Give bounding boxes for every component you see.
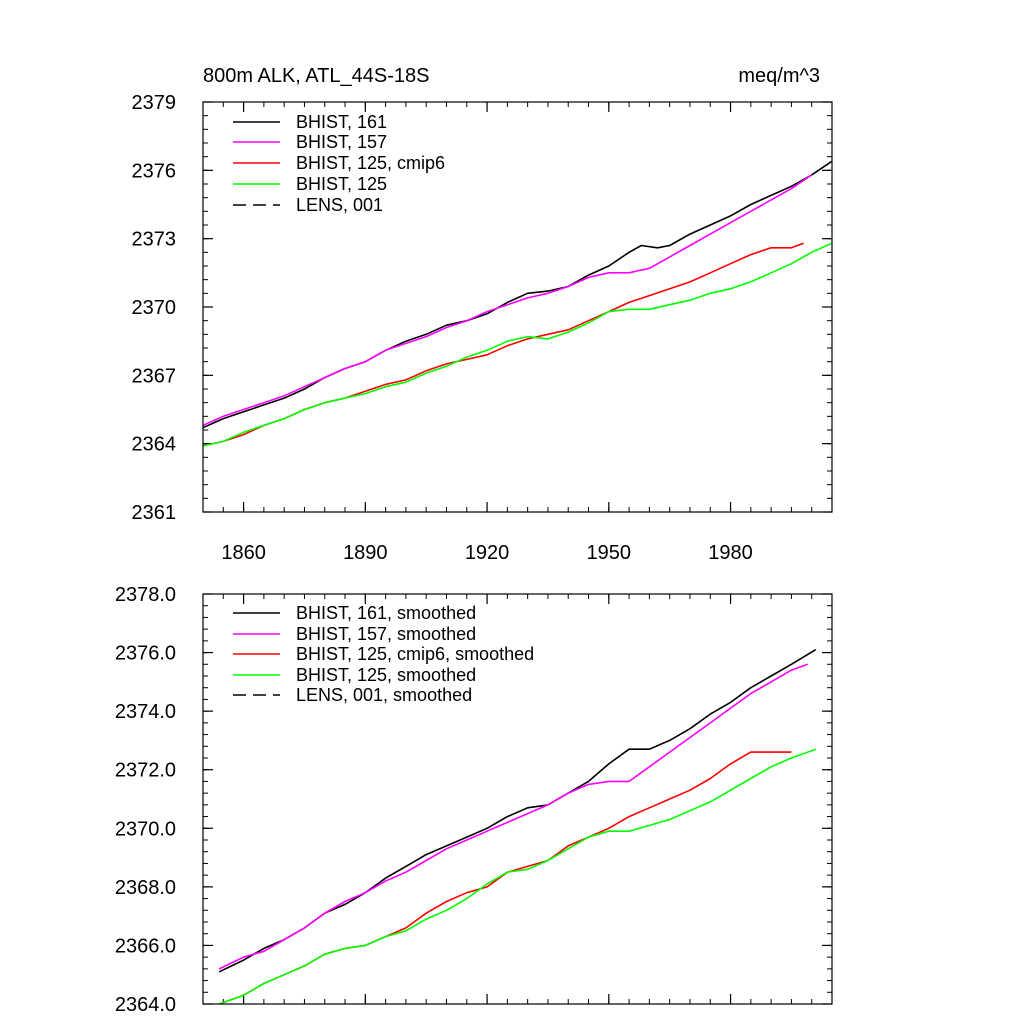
- legend-label-lens-001-smoothed: LENS, 001, smoothed: [296, 685, 472, 705]
- y-tick-label: 2370.0: [115, 818, 176, 840]
- x-tick-label: 1890: [343, 542, 388, 564]
- series-line-bhist-125-smoothed: [218, 748, 817, 1005]
- legend-label-bhist-157-smoothed: BHIST, 157, smoothed: [296, 624, 476, 644]
- x-tick-label: 1980: [708, 542, 753, 564]
- y-tick-label: 2376: [132, 160, 177, 182]
- y-tick-label: 2378.0: [115, 584, 176, 606]
- legend-label-bhist-157: BHIST, 157: [296, 132, 387, 152]
- series-line-bhist-157: [202, 174, 813, 427]
- legend-label-bhist-125-smoothed: BHIST, 125, smoothed: [296, 665, 476, 685]
- series-line-bhist-125-cmip6: [202, 242, 804, 447]
- top-panel-title: 800m ALK, ATL_44S-18S: [203, 65, 429, 87]
- bottom-panel-frame: [202, 593, 833, 1005]
- y-tick-label: 2379: [132, 92, 177, 114]
- y-tick-label: 2368.0: [115, 877, 176, 899]
- legend-label-lens-001: LENS, 001: [296, 195, 383, 215]
- y-tick-label: 2364: [132, 434, 177, 456]
- legend-label-bhist-161-smoothed: BHIST, 161, smoothed: [296, 603, 476, 623]
- top-panel-y-tick-labels: 2361 2364 2367 2370 2373 2376 2379: [132, 92, 177, 524]
- series-line-bhist-157-smoothed: [218, 663, 808, 970]
- top-panel-units: meq/m^3: [738, 65, 820, 87]
- legend-label-bhist-125-cmip6-smoothed: BHIST, 125, cmip6, smoothed: [296, 644, 534, 664]
- y-tick-label: 2372.0: [115, 760, 176, 782]
- top-panel-legend: BHIST, 161 BHIST, 157 BHIST, 125, cmip6 …: [233, 112, 445, 215]
- series-line-bhist-161: [202, 160, 833, 429]
- y-tick-label: 2376.0: [115, 643, 176, 665]
- x-tick-label: 1950: [587, 542, 632, 564]
- y-tick-label: 2374.0: [115, 701, 176, 723]
- top-panel-series: [202, 160, 833, 447]
- bottom-panel: 2364.0 2366.0 2368.0 2370.0 2372.0 2374.0 2376…: [115, 584, 833, 1016]
- series-line-bhist-125: [202, 242, 833, 447]
- x-tick-label: 1920: [465, 542, 510, 564]
- top-panel-frame: [202, 101, 833, 513]
- legend-label-bhist-125: BHIST, 125: [296, 174, 387, 194]
- bottom-panel-legend: BHIST, 161, smoothed BHIST, 157, smoothe…: [233, 603, 534, 705]
- top-panel: 800m ALK, ATL_44S-18S meq/m^3 2361236423…: [132, 65, 833, 564]
- y-tick-label: 2361: [132, 502, 177, 524]
- y-tick-label: 2366.0: [115, 935, 176, 957]
- y-tick-label: 2367: [132, 365, 177, 387]
- y-tick-label: 2373: [132, 229, 177, 251]
- bottom-panel-y-tick-labels: 2364.0 2366.0 2368.0 2370.0 2372.0 2374.0 2376…: [115, 584, 176, 1016]
- x-tick-label: 1860: [221, 542, 266, 564]
- legend-label-bhist-161: BHIST, 161: [296, 112, 387, 132]
- bottom-panel-series: [218, 648, 817, 1005]
- legend-label-bhist-125-cmip6: BHIST, 125, cmip6: [296, 153, 445, 173]
- y-tick-label: 2364.0: [115, 994, 176, 1016]
- top-panel-x-tick-labels: 1860 1890 1920 1950 1980: [221, 542, 752, 564]
- y-tick-label: 2370: [132, 297, 177, 319]
